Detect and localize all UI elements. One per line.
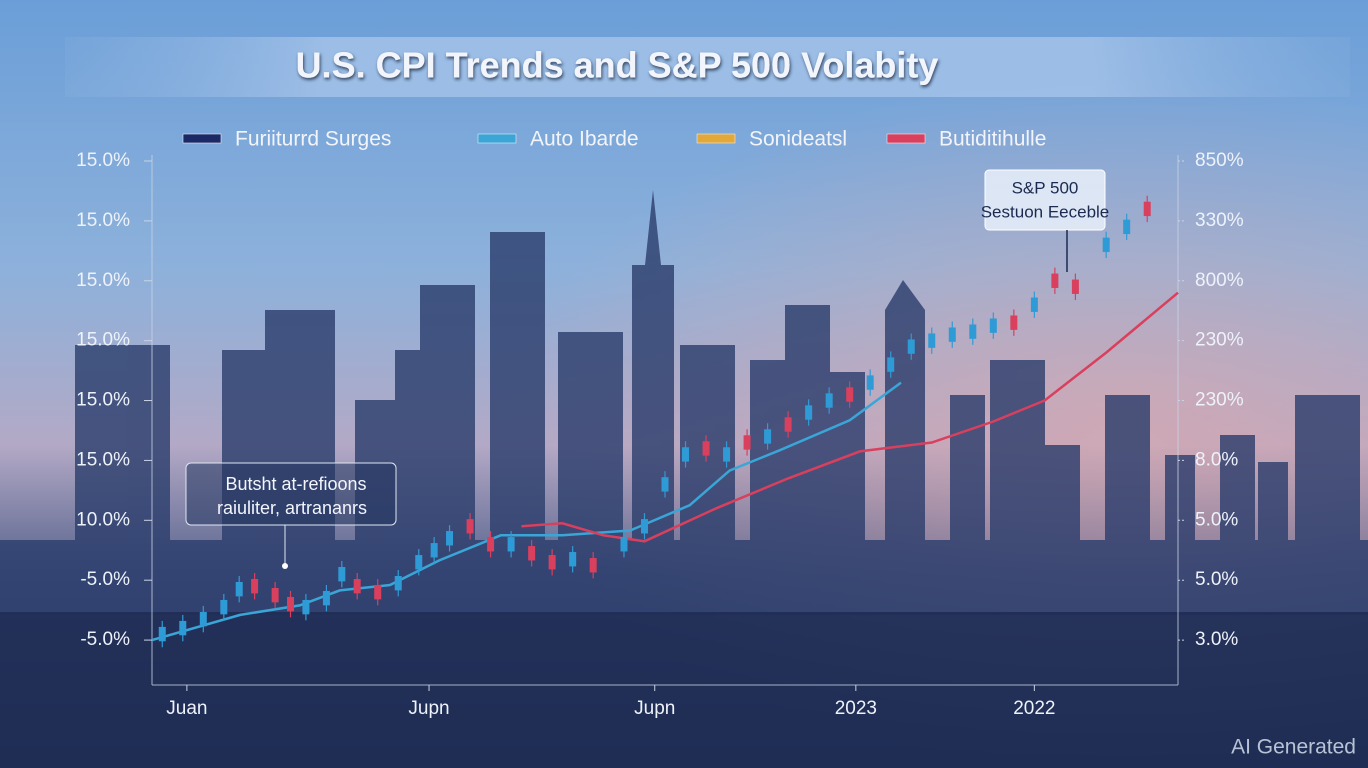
annotation-text: S&P 500 — [1012, 178, 1079, 197]
candle-body — [446, 531, 454, 546]
y2-tick-label: 230% — [1195, 330, 1244, 351]
legend-label: Auto Ibarde — [530, 128, 639, 151]
candle-body — [723, 447, 731, 462]
candle-body — [866, 375, 874, 390]
y2-tick-label: 230% — [1195, 390, 1244, 411]
legend-swatch — [696, 133, 736, 144]
legend-label: Furiiturrd Surges — [235, 128, 391, 151]
line-series — [521, 291, 1179, 543]
annotation-text: Sestuon Eeceble — [981, 202, 1110, 221]
candle-body — [287, 596, 295, 612]
candle-body — [338, 567, 346, 582]
candle-body — [487, 537, 495, 552]
watermark: AI Generated — [1231, 736, 1356, 759]
candle-body — [825, 393, 833, 408]
annotation-text: Butsht at-refioons — [225, 474, 366, 494]
candle-body — [322, 590, 330, 606]
y-tick-label: 15.0% — [76, 390, 130, 411]
candle-body — [528, 546, 536, 561]
candle-body — [353, 579, 361, 594]
y2-tick-label: 5.0% — [1195, 509, 1238, 530]
candle-body — [1051, 273, 1059, 288]
legend-label: Butiditihulle — [939, 128, 1046, 151]
candle-body — [235, 581, 243, 597]
y-tick-label: 15.0% — [76, 330, 130, 351]
candle-body — [640, 519, 648, 534]
candle-body — [702, 441, 710, 456]
candle-body — [887, 357, 895, 372]
candle-body — [743, 435, 751, 450]
y-tick-label: -5.0% — [80, 569, 130, 590]
candle-body — [430, 543, 438, 558]
axes — [151, 155, 1179, 686]
candle-body — [948, 327, 956, 342]
annotation-box — [984, 169, 1106, 231]
x-tick-label: Juan — [166, 698, 207, 719]
candle-body — [569, 552, 577, 567]
candle-body — [220, 599, 228, 615]
annotation-text: raiuliter, artrananrs — [217, 498, 367, 518]
candle-body — [1071, 279, 1079, 294]
candle-body — [199, 611, 207, 627]
candle-body — [302, 599, 310, 615]
candle-body — [179, 620, 187, 636]
candle-body — [805, 405, 813, 420]
candle-body — [1143, 201, 1151, 217]
chart-title: U.S. CPI Trends and S&P 500 Volabity — [296, 45, 939, 86]
legend-swatch — [182, 133, 222, 144]
candle-body — [989, 318, 997, 333]
y2-tick-label: 850% — [1195, 150, 1244, 171]
candle-body — [1010, 315, 1018, 330]
candle-body — [507, 537, 515, 552]
y-tick-label: 15.0% — [76, 150, 130, 171]
candle-body — [682, 447, 690, 462]
candle-body — [928, 333, 936, 348]
candle-body — [1102, 237, 1110, 253]
water — [0, 612, 1368, 768]
candle-body — [394, 576, 402, 591]
title-banner — [65, 37, 1350, 97]
y-tick-label: 10.0% — [76, 509, 130, 530]
candle-body — [784, 417, 792, 432]
x-tick-label: Jupn — [634, 698, 675, 719]
y-tick-label: 15.0% — [76, 449, 130, 470]
y2-tick-label: 5.0% — [1195, 569, 1238, 590]
legend-swatch — [477, 133, 517, 144]
candle-body — [969, 324, 977, 339]
candle-body — [251, 579, 259, 594]
y-tick-label: 15.0% — [76, 270, 130, 291]
candle-body — [846, 387, 854, 402]
legend-swatch — [886, 133, 926, 144]
candle-body — [374, 584, 382, 600]
y2-tick-label: 800% — [1195, 270, 1244, 291]
y2-tick-label: 330% — [1195, 210, 1244, 231]
x-tick-label: 2023 — [835, 698, 877, 719]
candle-body — [589, 558, 597, 573]
candle-body — [466, 519, 474, 534]
candle-body — [415, 555, 423, 570]
x-tick-label: 2022 — [1013, 698, 1055, 719]
y2-tick-label: 3.0% — [1195, 629, 1238, 650]
legend-label: Sonideatsl — [749, 128, 847, 151]
candle-body — [764, 429, 772, 444]
candle-body — [907, 339, 915, 354]
candle-body — [661, 477, 669, 492]
candle-body — [620, 537, 628, 552]
y2-tick-label: 8.0% — [1195, 449, 1238, 470]
candle-body — [548, 555, 556, 570]
candle-body — [1030, 297, 1038, 312]
candle-body — [271, 587, 279, 603]
x-tick-label: Jupn — [408, 698, 449, 719]
y-tick-label: 15.0% — [76, 210, 130, 231]
candle-body — [1123, 219, 1131, 235]
y-tick-label: -5.0% — [80, 629, 130, 650]
annotation-dot — [282, 563, 288, 569]
annotation-box — [185, 462, 397, 526]
candle-body — [158, 626, 166, 642]
